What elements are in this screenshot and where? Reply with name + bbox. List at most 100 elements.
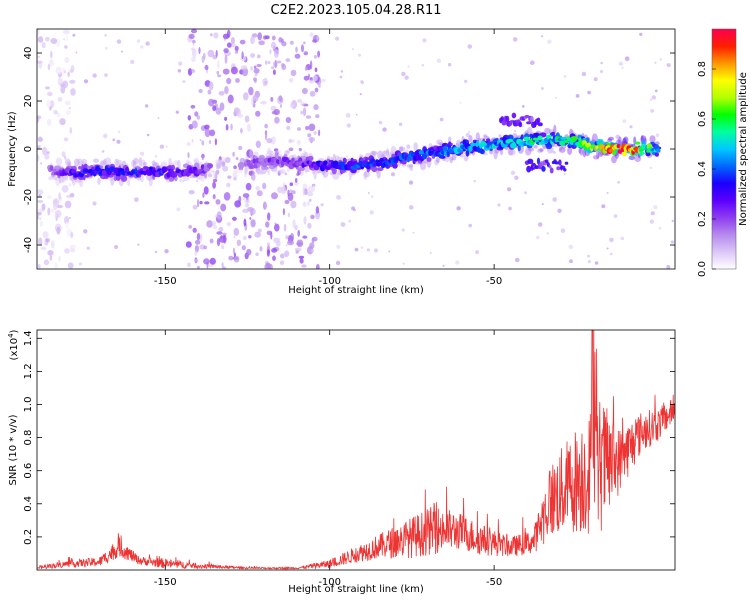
- background-speckle: [563, 74, 567, 78]
- background-speckle: [587, 260, 592, 264]
- background-speckle: [195, 180, 199, 183]
- ridge-mark: [54, 165, 62, 170]
- y-tick-label: 1.0: [23, 397, 34, 413]
- ridge-mark: [389, 151, 395, 155]
- ridge-mark: [468, 135, 473, 143]
- background-speckle: [118, 130, 121, 133]
- noise-speckle: [225, 124, 229, 131]
- noise-speckle: [271, 136, 276, 145]
- noise-speckle: [246, 248, 252, 256]
- background-speckle: [541, 87, 544, 90]
- noise-speckle: [226, 42, 232, 48]
- snr-y-multiplier: (x104): [7, 329, 20, 360]
- noise-speckle: [228, 255, 234, 261]
- noise-speckle: [43, 259, 50, 266]
- background-speckle: [345, 113, 351, 118]
- background-speckle: [72, 33, 76, 37]
- noise-speckle: [61, 151, 66, 158]
- noise-speckle: [230, 123, 233, 131]
- ridge-mark: [151, 160, 156, 167]
- background-speckle: [267, 60, 271, 65]
- background-speckle: [467, 44, 473, 49]
- noise-speckle: [245, 182, 252, 191]
- noise-speckle: [241, 51, 244, 60]
- background-speckle: [371, 195, 374, 198]
- y-tick-label: 1.4: [23, 330, 34, 346]
- ridge-mark: [399, 146, 406, 152]
- ridge-mark: [533, 145, 538, 149]
- noise-speckle: [37, 264, 41, 269]
- background-speckle: [104, 34, 107, 37]
- ridge-mark: [640, 135, 647, 143]
- noise-speckle: [266, 230, 273, 236]
- ridge-mark: [274, 153, 279, 159]
- ridge-mark: [475, 132, 480, 143]
- noise-speckle: [70, 231, 74, 239]
- noise-speckle: [206, 220, 213, 228]
- ridge-mark: [406, 144, 411, 149]
- noise-speckle: [223, 48, 229, 54]
- noise-speckle: [217, 60, 220, 69]
- y-tick-label: -40: [23, 237, 34, 253]
- background-speckle: [609, 252, 613, 256]
- noise-speckle: [312, 185, 316, 192]
- background-speckle: [335, 260, 341, 266]
- noise-speckle: [222, 232, 227, 236]
- noise-speckle: [69, 69, 74, 73]
- ridge-mark: [237, 161, 245, 169]
- noise-speckle: [307, 222, 312, 229]
- colorbar-tick-label: 0.4: [697, 161, 708, 177]
- background-speckle: [104, 73, 108, 77]
- ridge-mark: [645, 152, 651, 157]
- noise-speckle: [289, 103, 295, 108]
- ridge-mark: [64, 167, 71, 172]
- background-speckle: [507, 187, 512, 192]
- noise-speckle: [290, 69, 297, 77]
- noise-speckle: [37, 199, 44, 204]
- background-speckle: [69, 192, 75, 198]
- ridge-mark: [74, 179, 82, 183]
- ridge-mark: [608, 149, 614, 153]
- noise-speckle: [253, 65, 257, 69]
- ridge-mark: [127, 178, 131, 187]
- noise-speckle: [303, 51, 309, 56]
- background-speckle: [222, 266, 226, 269]
- background-speckle: [568, 244, 574, 250]
- y-tick-label: 0: [23, 146, 34, 152]
- background-speckle: [145, 41, 150, 46]
- background-speckle: [78, 262, 82, 266]
- background-speckle: [154, 250, 158, 254]
- ridge-mark: [551, 131, 556, 136]
- noise-speckle: [235, 157, 239, 161]
- noise-speckle: [194, 111, 199, 117]
- ridge-mark: [448, 136, 452, 144]
- background-speckle: [146, 133, 150, 137]
- background-speckle: [366, 248, 370, 252]
- ridge-mark: [558, 147, 566, 153]
- background-speckle: [670, 240, 674, 244]
- background-speckle: [351, 206, 356, 211]
- noise-speckle: [41, 203, 46, 211]
- background-speckle: [203, 245, 208, 250]
- noise-speckle: [257, 32, 263, 41]
- noise-speckle: [302, 235, 308, 239]
- ridge-mark: [277, 170, 285, 174]
- background-speckle: [177, 69, 182, 73]
- noise-speckle: [296, 139, 301, 145]
- colorbar-tick-label: 0.0: [697, 261, 708, 277]
- noise-speckle: [288, 78, 294, 83]
- noise-speckle: [221, 244, 224, 250]
- background-speckle: [256, 171, 260, 175]
- feature-mark: [518, 121, 523, 128]
- ridge-mark: [429, 146, 435, 151]
- noise-speckle: [45, 86, 50, 90]
- noise-speckle: [216, 231, 223, 235]
- background-speckle: [279, 253, 285, 259]
- noise-speckle: [187, 152, 190, 159]
- background-speckle: [303, 41, 306, 45]
- ridge-mark: [116, 159, 123, 167]
- ridge-mark: [143, 166, 150, 170]
- noise-speckle: [232, 151, 235, 157]
- noise-speckle: [272, 69, 276, 75]
- noise-speckle: [250, 53, 256, 58]
